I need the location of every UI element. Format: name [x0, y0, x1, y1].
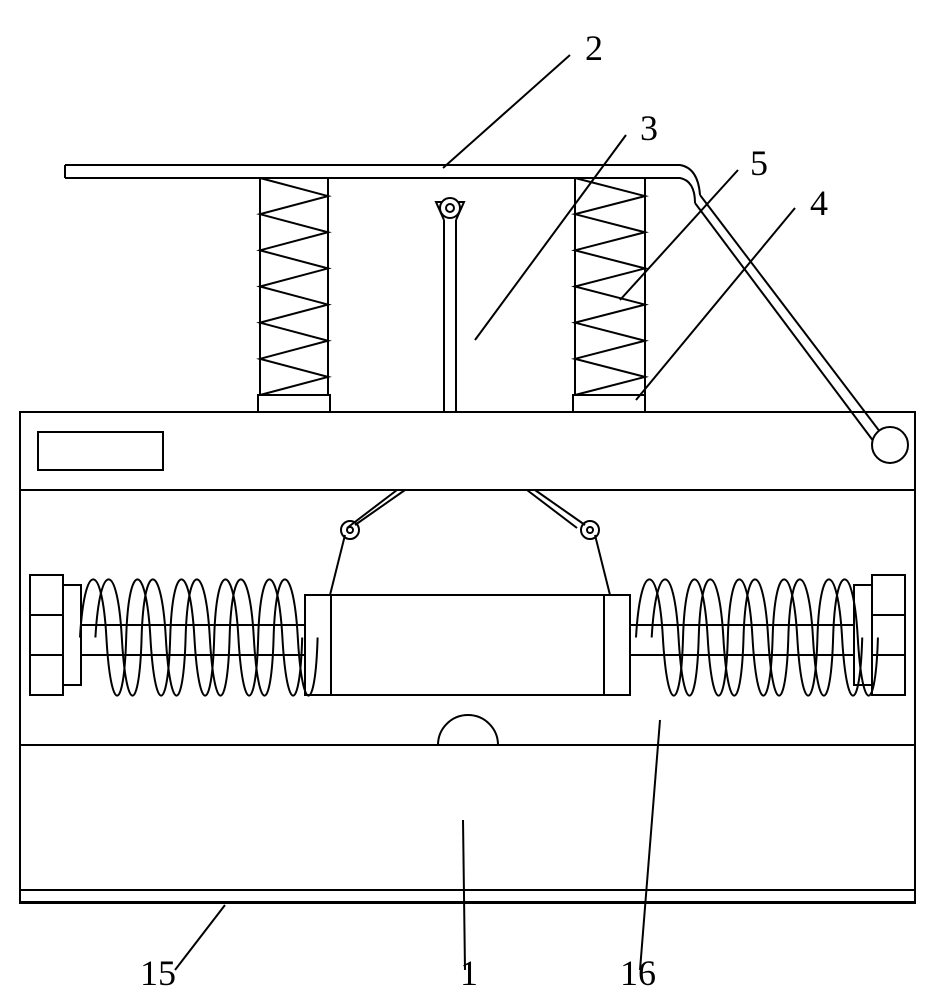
- callout-label-3: 3: [640, 108, 658, 148]
- callout-label-5: 5: [750, 143, 768, 183]
- callout-label-1: 1: [460, 953, 478, 993]
- callout-label-15: 15: [140, 953, 176, 993]
- callout-label-16: 16: [620, 953, 656, 993]
- engineering-diagram: 23 5 4 15 1 16: [0, 0, 946, 1000]
- callout-label-4: 4: [810, 183, 828, 223]
- callout-label-2: 2: [585, 28, 603, 68]
